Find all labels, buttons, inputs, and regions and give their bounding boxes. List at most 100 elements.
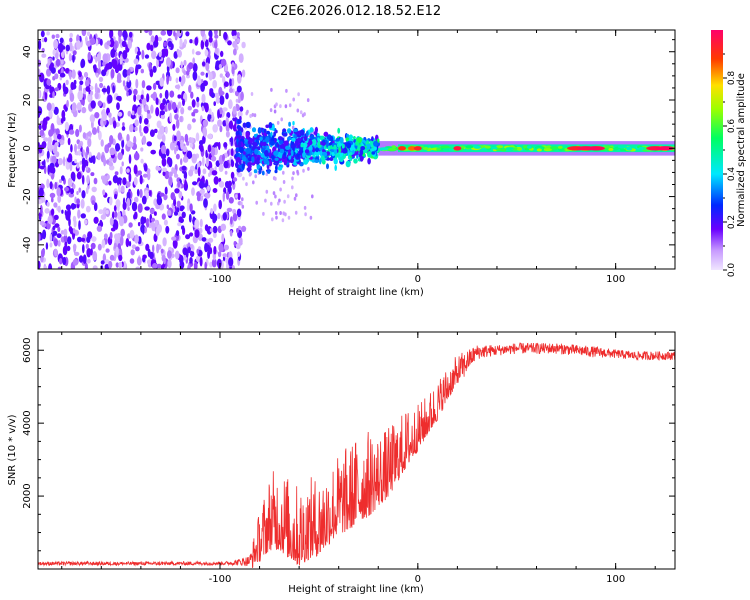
heatmap-cell: [121, 161, 124, 167]
heatmap-cell: [207, 144, 212, 153]
heatmap-cell: [95, 72, 99, 78]
heatmap-cell: [188, 213, 192, 223]
heatmap-cell: [156, 196, 163, 206]
heatmap-cell: [176, 130, 181, 141]
heatmap-cell: [173, 169, 177, 176]
heatmap-cell: [205, 72, 208, 78]
heatmap-hotspot: [398, 146, 406, 151]
heatmap-cell: [279, 104, 282, 109]
heatmap-cell: [46, 78, 51, 86]
heatmap-cell: [101, 239, 106, 249]
heatmap-cell: [45, 85, 50, 90]
heatmap-cell: [39, 72, 45, 83]
heatmap-cell: [139, 188, 143, 198]
heatmap-cell: [104, 66, 108, 72]
heatmap-cell: [171, 101, 177, 111]
heatmap-cell: [304, 149, 310, 154]
heatmap-cell: [199, 144, 204, 153]
heatmap-cell: [69, 32, 73, 38]
heatmap-cell: [54, 73, 59, 80]
heatmap-cell: [263, 128, 267, 133]
heatmap-cell: [51, 155, 57, 164]
heatmap-cell: [105, 210, 109, 215]
heatmap-cell: [206, 244, 211, 252]
heatmap-cell: [183, 59, 187, 66]
heatmap-cell: [41, 248, 45, 258]
heatmap-cell: [199, 218, 203, 228]
heatmap-cell: [90, 100, 96, 109]
heatmap-cell: [223, 31, 228, 41]
heatmap-cell: [137, 50, 141, 56]
heatmap-cell: [149, 208, 155, 214]
heatmap-cell: [160, 30, 167, 36]
heatmap-cell: [285, 145, 291, 150]
heatmap-cell: [321, 151, 328, 157]
heatmap-cell: [72, 50, 77, 56]
heatmap-cell: [292, 171, 295, 176]
heatmap-cell: [179, 38, 183, 48]
heatmap-cell: [188, 62, 194, 70]
heatmap-cell: [159, 110, 165, 116]
heatmap-cell: [168, 176, 173, 187]
heatmap-cell: [284, 212, 287, 217]
heatmap-cell: [88, 151, 92, 158]
heatmap-cell: [264, 198, 267, 203]
heatmap-cell: [295, 193, 298, 198]
heatmap-cell: [303, 205, 307, 210]
heatmap-cell: [122, 197, 126, 206]
heatmap-cell: [156, 120, 162, 129]
heatmap-cell: [175, 145, 179, 152]
heatmap-cell: [391, 145, 397, 149]
heatmap-cell: [77, 209, 81, 219]
heatmap-cell: [45, 116, 50, 121]
heatmap-cell: [148, 30, 153, 36]
heatmap-cell: [178, 76, 182, 83]
heatmap-cell: [115, 262, 120, 268]
heatmap-ylabel: Frequency (Hz): [7, 112, 18, 188]
heatmap-cell: [162, 167, 167, 172]
heatmap-cell: [87, 138, 92, 148]
heatmap-cell: [209, 247, 213, 255]
heatmap-cell: [85, 151, 88, 160]
heatmap-cell: [80, 98, 84, 105]
heatmap-cell: [38, 144, 43, 154]
heatmap-cell: [284, 159, 288, 164]
heatmap-cell: [145, 243, 150, 251]
heatmap-cell: [338, 147, 342, 153]
heatmap-cell: [46, 68, 52, 77]
heatmap-cell: [304, 212, 307, 217]
heatmap-cell: [254, 174, 257, 179]
heatmap-cell: [237, 99, 241, 104]
heatmap-cell: [46, 31, 50, 36]
heatmap-cell: [250, 92, 254, 96]
heatmap-cell: [45, 242, 49, 250]
heatmap-cell: [200, 39, 205, 50]
heatmap-cell: [127, 206, 130, 211]
heatmap-cell: [215, 160, 220, 168]
heatmap-cell: [69, 70, 72, 80]
heatmap-cell: [175, 230, 180, 237]
heatmap-cell: [137, 222, 141, 227]
heatmap-cell: [206, 226, 212, 235]
heatmap-cell: [59, 72, 66, 78]
heatmap-cell: [337, 127, 341, 134]
heatmap-cell: [179, 205, 185, 211]
heatmap-cell: [238, 146, 244, 154]
heatmap-cell: [159, 77, 164, 87]
heatmap-cell: [58, 179, 63, 184]
heatmap-cell: [72, 184, 76, 189]
heatmap-cell: [208, 108, 212, 115]
heatmap-cell: [235, 98, 239, 103]
heatmap-cell: [114, 211, 118, 218]
heatmap-cell: [221, 233, 225, 243]
heatmap-cell: [202, 156, 205, 167]
heatmap-cell: [302, 168, 305, 173]
heatmap-cell: [44, 37, 48, 43]
heatmap-axes-frame: [37, 29, 676, 270]
heatmap-cell: [159, 192, 165, 197]
heatmap-cell: [226, 112, 231, 119]
heatmap-cell: [142, 173, 148, 178]
heatmap-cell: [198, 227, 203, 234]
heatmap-cell: [299, 149, 303, 155]
heatmap-cell: [204, 39, 209, 48]
